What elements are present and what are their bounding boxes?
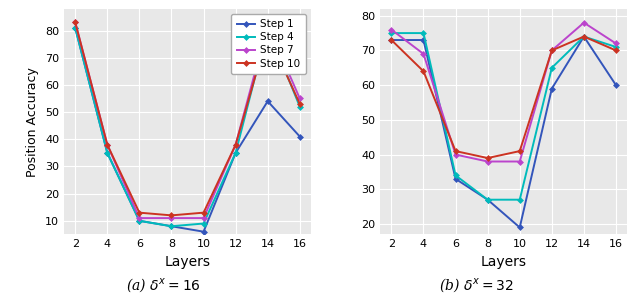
- Legend: Step 1, Step 4, Step 7, Step 10: Step 1, Step 4, Step 7, Step 10: [231, 14, 306, 74]
- Step 10: [388, 38, 396, 42]
- Step 1: [548, 87, 556, 90]
- Step 7: [388, 28, 396, 31]
- Line: Step 1: Step 1: [389, 35, 618, 229]
- Text: (a) $\delta^x = 16$: (a) $\delta^x = 16$: [126, 277, 200, 293]
- Step 7: [580, 21, 588, 24]
- Step 10: [104, 143, 111, 146]
- Step 10: [136, 211, 143, 214]
- Step 1: [484, 198, 492, 202]
- Step 4: [136, 219, 143, 223]
- Step 7: [516, 160, 524, 163]
- Step 4: [388, 31, 396, 35]
- Step 4: [168, 224, 175, 228]
- Step 4: [296, 105, 303, 108]
- Step 10: [452, 149, 460, 153]
- Step 7: [72, 21, 79, 24]
- Step 4: [452, 174, 460, 177]
- Step 10: [420, 69, 428, 73]
- Step 7: [232, 143, 239, 146]
- Line: Step 1: Step 1: [73, 26, 302, 234]
- Step 1: [200, 230, 207, 234]
- Step 4: [264, 26, 271, 30]
- Step 4: [232, 151, 239, 155]
- Step 1: [420, 38, 428, 42]
- Step 10: [548, 49, 556, 52]
- Step 1: [168, 224, 175, 228]
- Step 10: [264, 31, 271, 35]
- Step 1: [516, 226, 524, 229]
- Step 10: [580, 35, 588, 38]
- Step 7: [612, 42, 620, 45]
- Y-axis label: Position Accuracy: Position Accuracy: [26, 67, 40, 176]
- Step 1: [232, 151, 239, 155]
- Text: (b) $\delta^x = 32$: (b) $\delta^x = 32$: [439, 277, 515, 293]
- Step 4: [200, 222, 207, 225]
- Step 4: [104, 151, 111, 155]
- Step 7: [420, 52, 428, 56]
- Step 1: [580, 35, 588, 38]
- Step 7: [136, 216, 143, 220]
- Line: Step 10: Step 10: [73, 20, 302, 217]
- Step 10: [72, 21, 79, 24]
- Step 10: [516, 149, 524, 153]
- Step 10: [484, 156, 492, 160]
- Step 7: [168, 216, 175, 220]
- Step 7: [104, 143, 111, 146]
- Step 4: [580, 35, 588, 38]
- Step 7: [548, 49, 556, 52]
- Step 7: [264, 23, 271, 27]
- Step 1: [388, 38, 396, 42]
- Step 10: [168, 214, 175, 217]
- Line: Step 7: Step 7: [73, 20, 302, 220]
- Line: Step 7: Step 7: [389, 21, 618, 163]
- Step 4: [612, 45, 620, 49]
- Step 7: [484, 160, 492, 163]
- Step 1: [136, 219, 143, 223]
- Step 1: [104, 151, 111, 155]
- Step 10: [200, 211, 207, 214]
- Step 7: [452, 153, 460, 156]
- Line: Step 4: Step 4: [73, 26, 302, 228]
- Step 10: [612, 49, 620, 52]
- Line: Step 10: Step 10: [389, 35, 618, 160]
- X-axis label: Layers: Layers: [481, 255, 527, 269]
- Step 7: [296, 97, 303, 100]
- Step 1: [264, 99, 271, 103]
- Line: Step 4: Step 4: [389, 31, 618, 202]
- Step 4: [548, 66, 556, 69]
- Step 1: [296, 135, 303, 138]
- Step 7: [200, 216, 207, 220]
- Step 1: [612, 84, 620, 87]
- Step 4: [516, 198, 524, 202]
- Step 10: [232, 143, 239, 146]
- X-axis label: Layers: Layers: [164, 255, 211, 269]
- Step 1: [452, 177, 460, 180]
- Step 4: [420, 31, 428, 35]
- Step 10: [296, 102, 303, 106]
- Step 4: [484, 198, 492, 202]
- Step 4: [72, 26, 79, 30]
- Step 1: [72, 26, 79, 30]
